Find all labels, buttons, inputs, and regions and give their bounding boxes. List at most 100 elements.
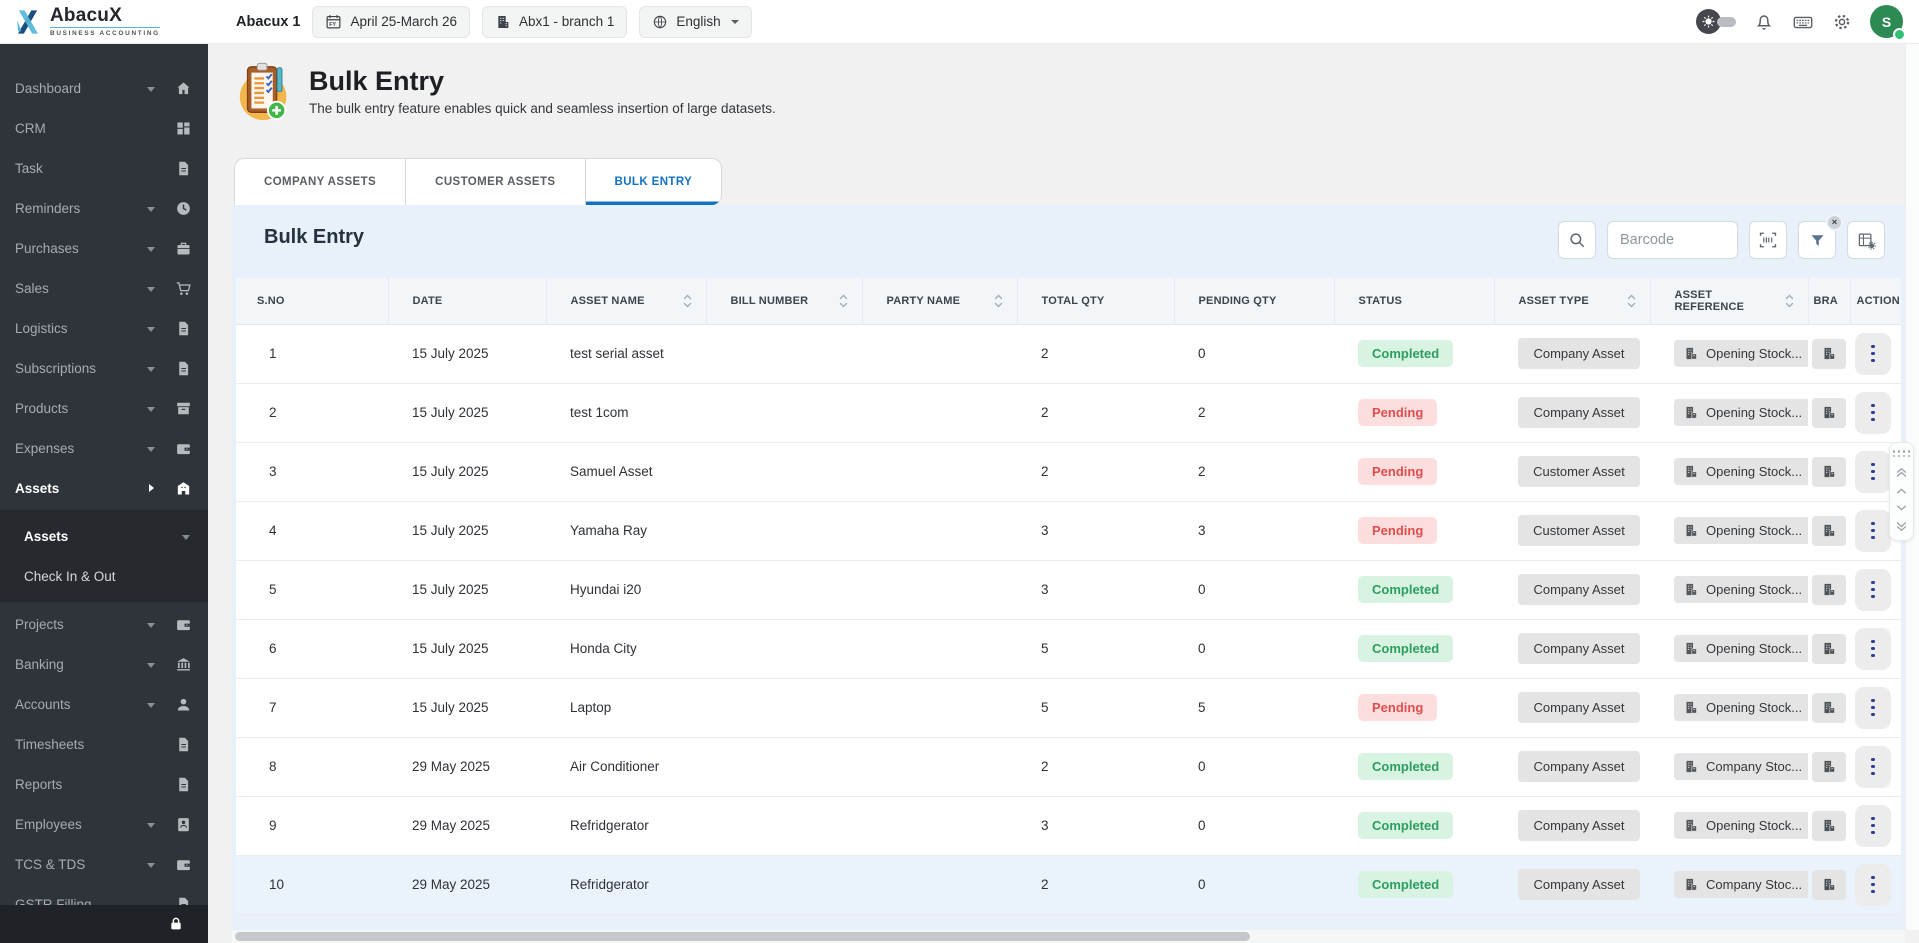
table-row[interactable]: 315 July 2025Samuel Asset22PendingCustom… — [236, 442, 1901, 501]
tab-company-assets[interactable]: COMPANY ASSETS — [235, 159, 406, 205]
horizontal-scrollbar-thumb[interactable] — [235, 932, 1250, 941]
clear-filter-badge[interactable]: × — [1826, 214, 1843, 231]
language-selector[interactable]: English — [639, 6, 751, 38]
branch-button[interactable] — [1812, 752, 1846, 782]
sidebar-item-timesheets[interactable]: Timesheets — [0, 724, 208, 764]
lock-icon[interactable] — [168, 915, 184, 933]
table-row[interactable]: 1029 May 2025Refridgerator20CompletedCom… — [236, 855, 1901, 914]
branch-button[interactable] — [1812, 516, 1846, 546]
asset-type-pill[interactable]: Company Asset — [1518, 338, 1640, 369]
table-row[interactable]: 929 May 2025Refridgerator30CompletedComp… — [236, 796, 1901, 855]
table-row[interactable]: 829 May 2025Air Conditioner20CompletedCo… — [236, 737, 1901, 796]
branch-button[interactable] — [1812, 870, 1846, 900]
sidebar-item-reports[interactable]: Reports — [0, 764, 208, 804]
asset-type-pill[interactable]: Customer Asset — [1518, 515, 1640, 546]
sidebar-item-reminders[interactable]: Reminders — [0, 188, 208, 228]
branch-button[interactable] — [1812, 575, 1846, 605]
search-button[interactable] — [1558, 221, 1596, 259]
theme-toggle[interactable] — [1696, 9, 1736, 34]
scroll-bottom-button[interactable] — [1895, 521, 1908, 533]
sidebar-item-task[interactable]: Task — [0, 148, 208, 188]
sort-toggle-icon[interactable] — [1785, 294, 1794, 308]
row-actions-kebab-button[interactable] — [1855, 392, 1891, 434]
keyboard-icon[interactable] — [1792, 11, 1814, 33]
table-row[interactable]: 415 July 2025Yamaha Ray33PendingCustomer… — [236, 501, 1901, 560]
branch-button[interactable] — [1812, 634, 1846, 664]
asset-type-pill[interactable]: Company Asset — [1518, 633, 1640, 664]
filter-button[interactable]: × — [1798, 221, 1836, 259]
asset-type-pill[interactable]: Company Asset — [1518, 574, 1640, 605]
branch-button[interactable] — [1812, 457, 1846, 487]
scroll-up-button[interactable] — [1895, 487, 1908, 495]
asset-type-pill[interactable]: Company Asset — [1518, 751, 1640, 782]
asset-reference-pill[interactable]: Opening Stock... — [1674, 694, 1808, 721]
horizontal-scrollbar[interactable] — [232, 930, 1905, 943]
column-header-asset-type[interactable]: ASSET TYPE — [1494, 278, 1650, 324]
asset-reference-pill[interactable]: Opening Stock... — [1674, 812, 1808, 839]
fiscal-year-selector[interactable]: FY April 25-March 26 — [312, 6, 470, 38]
asset-reference-pill[interactable]: Opening Stock... — [1674, 399, 1808, 426]
row-actions-kebab-button[interactable] — [1855, 746, 1891, 788]
asset-reference-pill[interactable]: Opening Stock... — [1674, 576, 1808, 603]
column-header-asset-reference[interactable]: ASSET REFERENCE — [1650, 278, 1808, 324]
row-actions-kebab-button[interactable] — [1855, 569, 1891, 611]
sidebar-item-accounts[interactable]: Accounts — [0, 684, 208, 724]
column-header-asset-name[interactable]: ASSET NAME — [546, 278, 706, 324]
barcode-input[interactable] — [1607, 221, 1738, 259]
brand-logo[interactable]: AbacuX BUSINESS ACCOUNTING — [0, 6, 208, 37]
column-header-bill-number[interactable]: BILL NUMBER — [706, 278, 862, 324]
sort-toggle-icon[interactable] — [839, 294, 848, 308]
table-row[interactable]: 115 July 2025test serial asset20Complete… — [236, 324, 1901, 383]
asset-type-pill[interactable]: Company Asset — [1518, 810, 1640, 841]
sidebar-item-projects[interactable]: Projects — [0, 604, 208, 644]
asset-reference-pill[interactable]: Company Stoc... — [1674, 753, 1808, 780]
drag-handle-icon[interactable] — [1893, 450, 1911, 457]
sort-toggle-icon[interactable] — [1627, 294, 1636, 308]
settings-gear-icon[interactable] — [1832, 12, 1852, 32]
asset-reference-pill[interactable]: Opening Stock... — [1674, 458, 1808, 485]
sidebar-item-crm[interactable]: CRM — [0, 108, 208, 148]
sidebar-item-tcs-tds[interactable]: TCS & TDS — [0, 844, 208, 884]
branch-button[interactable] — [1812, 339, 1846, 369]
table-row[interactable]: 615 July 2025Honda City50CompletedCompan… — [236, 619, 1901, 678]
sidebar-item-employees[interactable]: Employees — [0, 804, 208, 844]
branch-selector[interactable]: Abx1 - branch 1 — [482, 6, 627, 38]
scroll-top-button[interactable] — [1895, 466, 1908, 478]
sort-toggle-icon[interactable] — [994, 294, 1003, 308]
row-actions-kebab-button[interactable] — [1855, 805, 1891, 847]
sidebar-subitem-check-in-out[interactable]: Check In & Out — [0, 556, 208, 596]
row-actions-kebab-button[interactable] — [1855, 510, 1891, 552]
asset-reference-pill[interactable]: Company Stoc... — [1674, 871, 1808, 898]
asset-type-pill[interactable]: Customer Asset — [1518, 456, 1640, 487]
branch-button[interactable] — [1812, 398, 1846, 428]
barcode-scan-button[interactable] — [1749, 221, 1787, 259]
branch-button[interactable] — [1812, 811, 1846, 841]
user-avatar[interactable]: S — [1870, 5, 1903, 38]
sidebar-item-banking[interactable]: Banking — [0, 644, 208, 684]
column-settings-button[interactable] — [1847, 221, 1885, 259]
sidebar-item-purchases[interactable]: Purchases — [0, 228, 208, 268]
sidebar-item-expenses[interactable]: Expenses — [0, 428, 208, 468]
table-row[interactable]: 515 July 2025Hyundai i2030CompletedCompa… — [236, 560, 1901, 619]
branch-button[interactable] — [1812, 693, 1846, 723]
sidebar-item-sales[interactable]: Sales — [0, 268, 208, 308]
table-row[interactable]: 215 July 2025test 1com22PendingCompany A… — [236, 383, 1901, 442]
table-row[interactable]: 715 July 2025Laptop55PendingCompany Asse… — [236, 678, 1901, 737]
tab-bulk-entry[interactable]: BULK ENTRY — [586, 159, 722, 205]
row-actions-kebab-button[interactable] — [1855, 687, 1891, 729]
sidebar-subitem-assets[interactable]: Assets — [0, 516, 208, 556]
sidebar-item-subscriptions[interactable]: Subscriptions — [0, 348, 208, 388]
asset-type-pill[interactable]: Company Asset — [1518, 397, 1640, 428]
asset-reference-pill[interactable]: Opening Stock... — [1674, 340, 1808, 367]
row-actions-kebab-button[interactable] — [1855, 333, 1891, 375]
row-actions-kebab-button[interactable] — [1855, 628, 1891, 670]
sidebar-item-products[interactable]: Products — [0, 388, 208, 428]
asset-type-pill[interactable]: Company Asset — [1518, 692, 1640, 723]
sidebar-item-assets[interactable]: Assets — [0, 468, 208, 508]
sidebar-item-dashboard[interactable]: Dashboard — [0, 68, 208, 108]
column-header-party-name[interactable]: PARTY NAME — [862, 278, 1017, 324]
asset-reference-pill[interactable]: Opening Stock... — [1674, 517, 1808, 544]
row-actions-kebab-button[interactable] — [1855, 864, 1891, 906]
asset-type-pill[interactable]: Company Asset — [1518, 869, 1640, 900]
sidebar-item-logistics[interactable]: Logistics — [0, 308, 208, 348]
